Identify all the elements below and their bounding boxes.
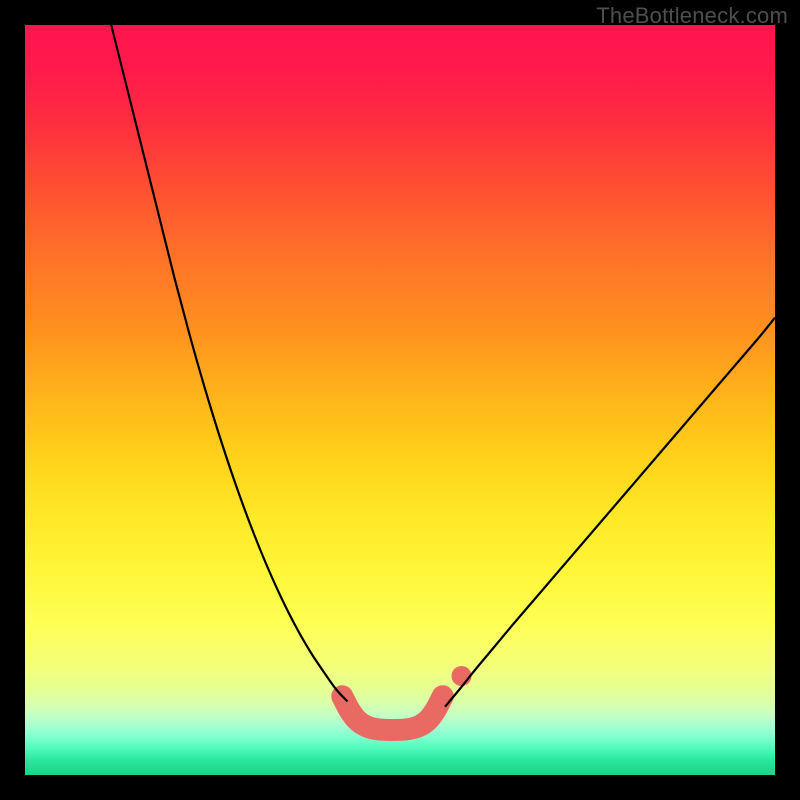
right-curve	[445, 318, 775, 707]
plot-area	[25, 25, 775, 775]
curves-layer	[25, 25, 775, 775]
chart-frame: TheBottleneck.com	[0, 0, 800, 800]
rounded-band-dot	[452, 666, 472, 686]
left-curve	[111, 25, 347, 702]
watermark-text: TheBottleneck.com	[596, 3, 788, 29]
rounded-band-marker	[342, 696, 443, 730]
